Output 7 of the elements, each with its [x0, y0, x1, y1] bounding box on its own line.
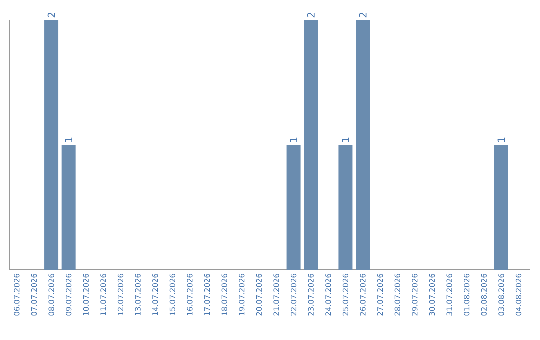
data-label: 2: [359, 12, 367, 18]
data-label: 2: [307, 12, 315, 18]
data-label: 2: [48, 12, 56, 18]
data-label: 1: [342, 138, 350, 142]
data-label: 1: [65, 138, 72, 142]
data-label: 1: [290, 138, 298, 142]
data-label: 1: [498, 138, 506, 142]
